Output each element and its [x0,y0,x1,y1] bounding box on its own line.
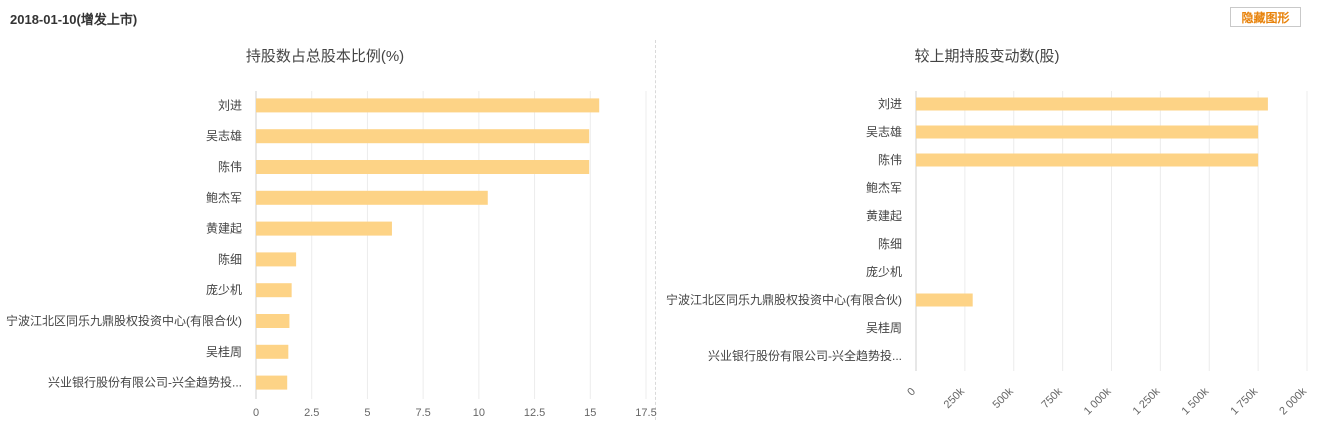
category-label: 宁波江北区同乐九鼎股权投资中心(有限合伙) [6,313,242,328]
x-tick-label: 1 500k [1180,385,1212,417]
category-label: 刘进 [878,97,902,111]
x-tick-label: 1 750k [1228,385,1260,417]
bar[interactable] [256,190,488,205]
bar[interactable] [256,344,289,359]
category-label: 兴业银行股份有限公司-兴全趋势投... [708,348,902,363]
x-tick-label: 1 000k [1082,385,1114,417]
chart-title: 较上期持股变动数(股) [915,47,1060,65]
bar[interactable] [916,293,973,307]
category-label: 陈伟 [878,152,902,167]
bar[interactable] [256,160,590,174]
chart-holding-change: 较上期持股变动数(股) 0 250k 500k 750k 1 000k 1 250k 1 50… [666,47,1309,417]
x-tick-label: 0 [253,407,259,419]
x-tick-label: 5 [364,407,370,419]
page-title: 2018-01-10(增发上市) [10,12,138,27]
category-label: 吴桂周 [206,344,242,359]
category-label: 鲍杰军 [866,181,902,195]
bar[interactable] [256,314,290,328]
x-tick-label: 250k [942,385,968,411]
bar[interactable] [256,129,590,144]
category-label: 庞少机 [206,282,242,297]
category-label: 刘进 [218,98,242,112]
category-label: 吴志雄 [206,128,242,143]
x-tick-label: 1 250k [1131,385,1163,417]
hide-chart-button[interactable]: 隐藏图形 [1230,7,1301,27]
category-label: 黄建起 [206,222,242,236]
bar[interactable] [256,221,392,236]
category-label: 兴业银行股份有限公司-兴全趋势投... [48,375,242,390]
x-tick-label: 17.5 [635,407,656,419]
x-tick-label: 500k [991,385,1017,411]
x-tick-label: 10 [473,407,485,419]
bar[interactable] [256,252,297,267]
x-tick-label: 2 000k [1277,385,1309,417]
category-label: 陈伟 [218,159,242,174]
x-tick-label: 7.5 [415,407,430,419]
category-label: 陈细 [218,251,242,266]
category-label: 吴桂周 [866,320,902,335]
bar[interactable] [256,98,600,113]
chart-share-ratio: 持股数占总股本比例(%) 0 2.5 5 7.5 10 12.5 15 17.5 刘进吴志雄陈伟鲍… [6,48,657,419]
category-label: 宁波江北区同乐九鼎股权投资中心(有限合伙) [666,292,902,307]
category-label: 陈细 [878,236,902,251]
bar[interactable] [256,283,292,298]
bar[interactable] [916,97,1268,111]
category-label: 鲍杰军 [206,191,242,205]
x-tick-label: 2.5 [304,407,319,419]
chart-title: 持股数占总股本比例(%) [246,48,404,65]
bar[interactable] [916,153,1259,167]
category-label: 黄建起 [866,209,902,223]
x-tick-label: 12.5 [524,407,545,419]
x-tick-label: 0 [905,386,918,399]
x-tick-label: 15 [584,407,596,419]
chart-divider [655,40,656,420]
x-tick-label: 750k [1039,385,1065,411]
bar[interactable] [916,125,1259,139]
bar[interactable] [256,375,288,390]
category-label: 吴志雄 [866,124,902,139]
category-label: 庞少机 [866,264,902,279]
